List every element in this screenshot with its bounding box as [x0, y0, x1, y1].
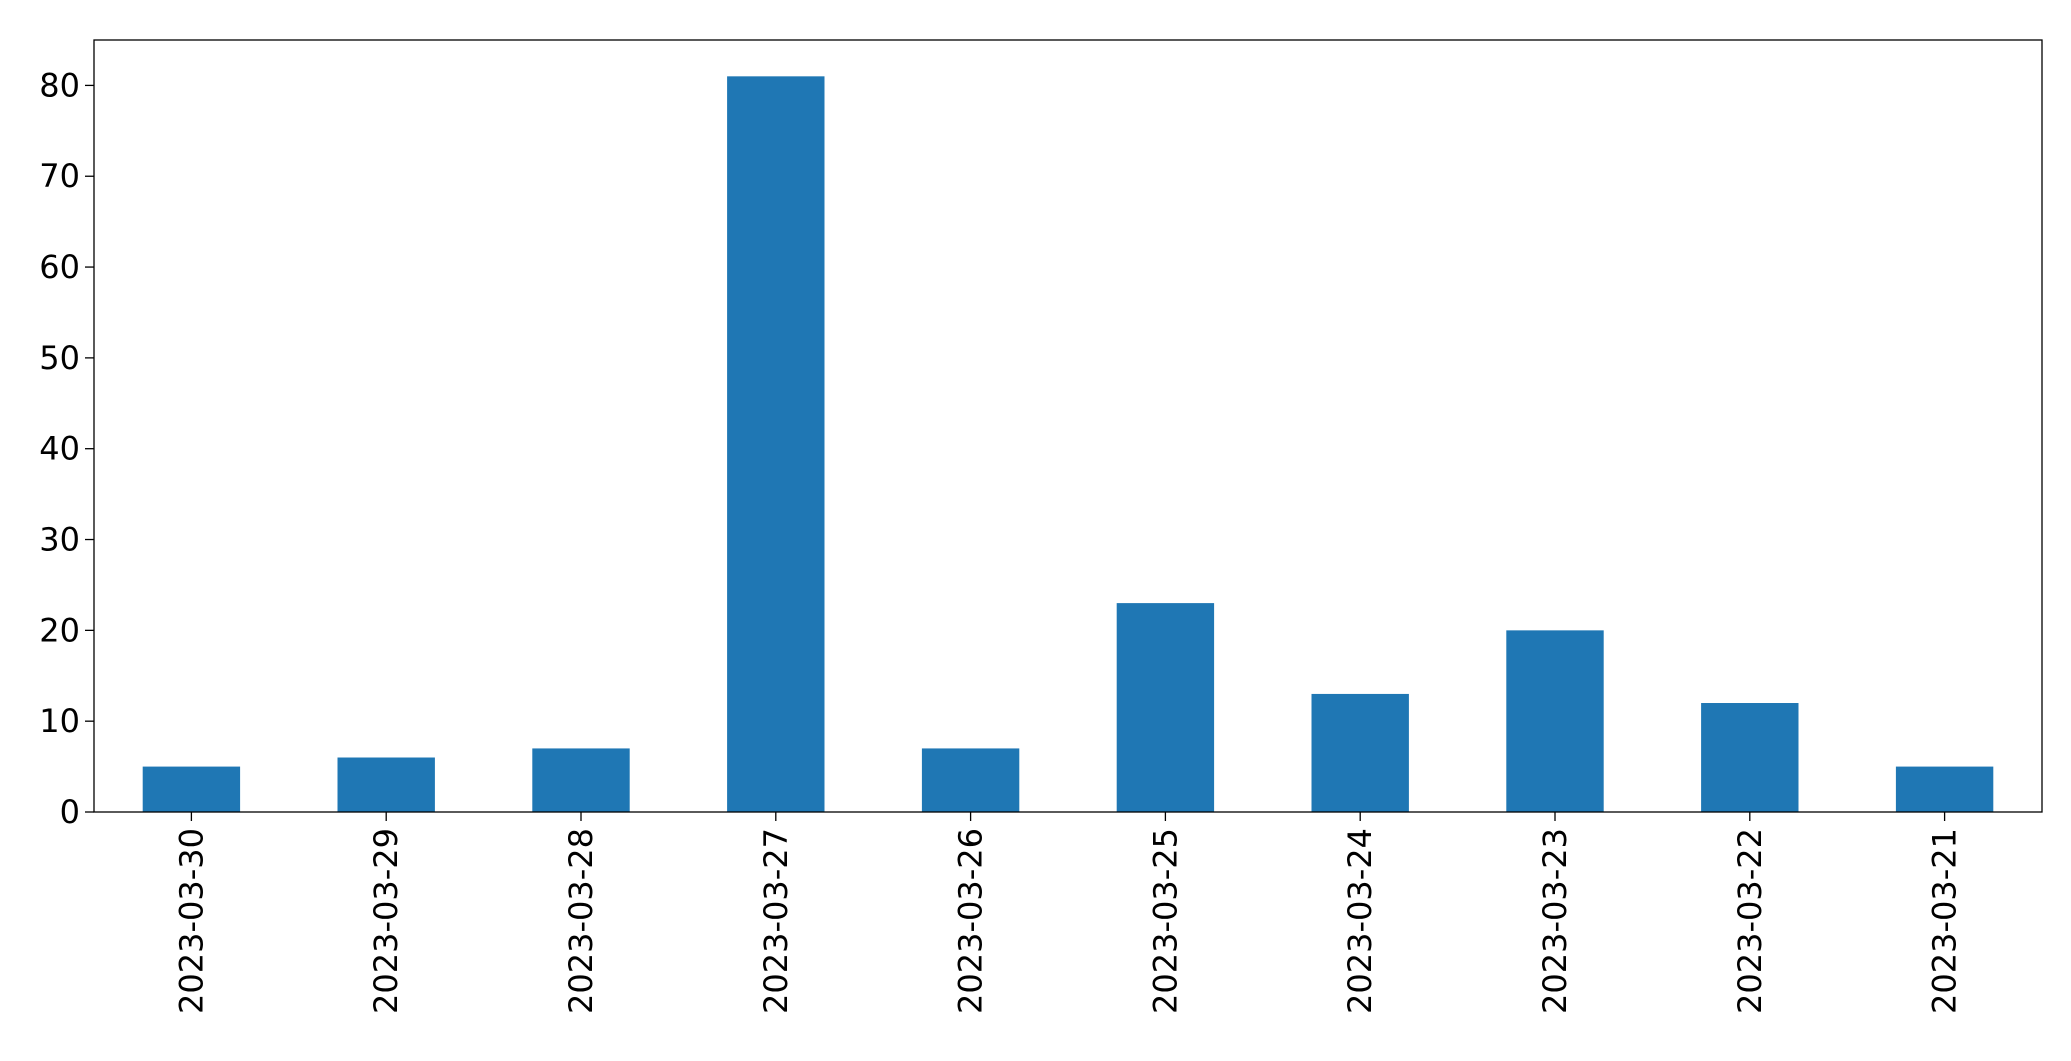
x-tick-label: 2023-03-28 [562, 828, 600, 1014]
y-tick-label: 70 [39, 157, 80, 195]
bar [532, 748, 630, 812]
x-tick-label: 2023-03-21 [1926, 828, 1964, 1014]
y-tick-label: 10 [39, 702, 80, 740]
x-tick-label: 2023-03-26 [952, 828, 990, 1014]
bar [1311, 693, 1409, 812]
bar [1701, 703, 1799, 812]
bar [1506, 630, 1604, 812]
bar [1116, 603, 1215, 812]
bar [142, 766, 241, 812]
y-tick-label: 60 [39, 248, 80, 286]
x-tick-label: 2023-03-25 [1146, 828, 1184, 1014]
bar [337, 757, 435, 812]
bar [1895, 766, 1994, 812]
bar [921, 748, 1020, 812]
y-tick-label: 80 [39, 66, 80, 104]
x-tick-label: 2023-03-22 [1731, 828, 1769, 1014]
x-tick-label: 2023-03-24 [1341, 828, 1379, 1014]
x-tick-label: 2023-03-30 [172, 828, 210, 1014]
y-tick-label: 20 [39, 611, 80, 649]
x-tick-label: 2023-03-23 [1536, 828, 1574, 1014]
y-tick-label: 30 [39, 521, 80, 559]
x-tick-label: 2023-03-27 [757, 828, 795, 1014]
plot-frame [93, 39, 2043, 813]
y-tick-label: 50 [39, 339, 80, 377]
y-tick-label: 40 [39, 430, 80, 468]
y-tick-label: 0 [60, 793, 80, 831]
x-tick-label: 2023-03-29 [367, 828, 405, 1014]
bar [727, 76, 825, 813]
